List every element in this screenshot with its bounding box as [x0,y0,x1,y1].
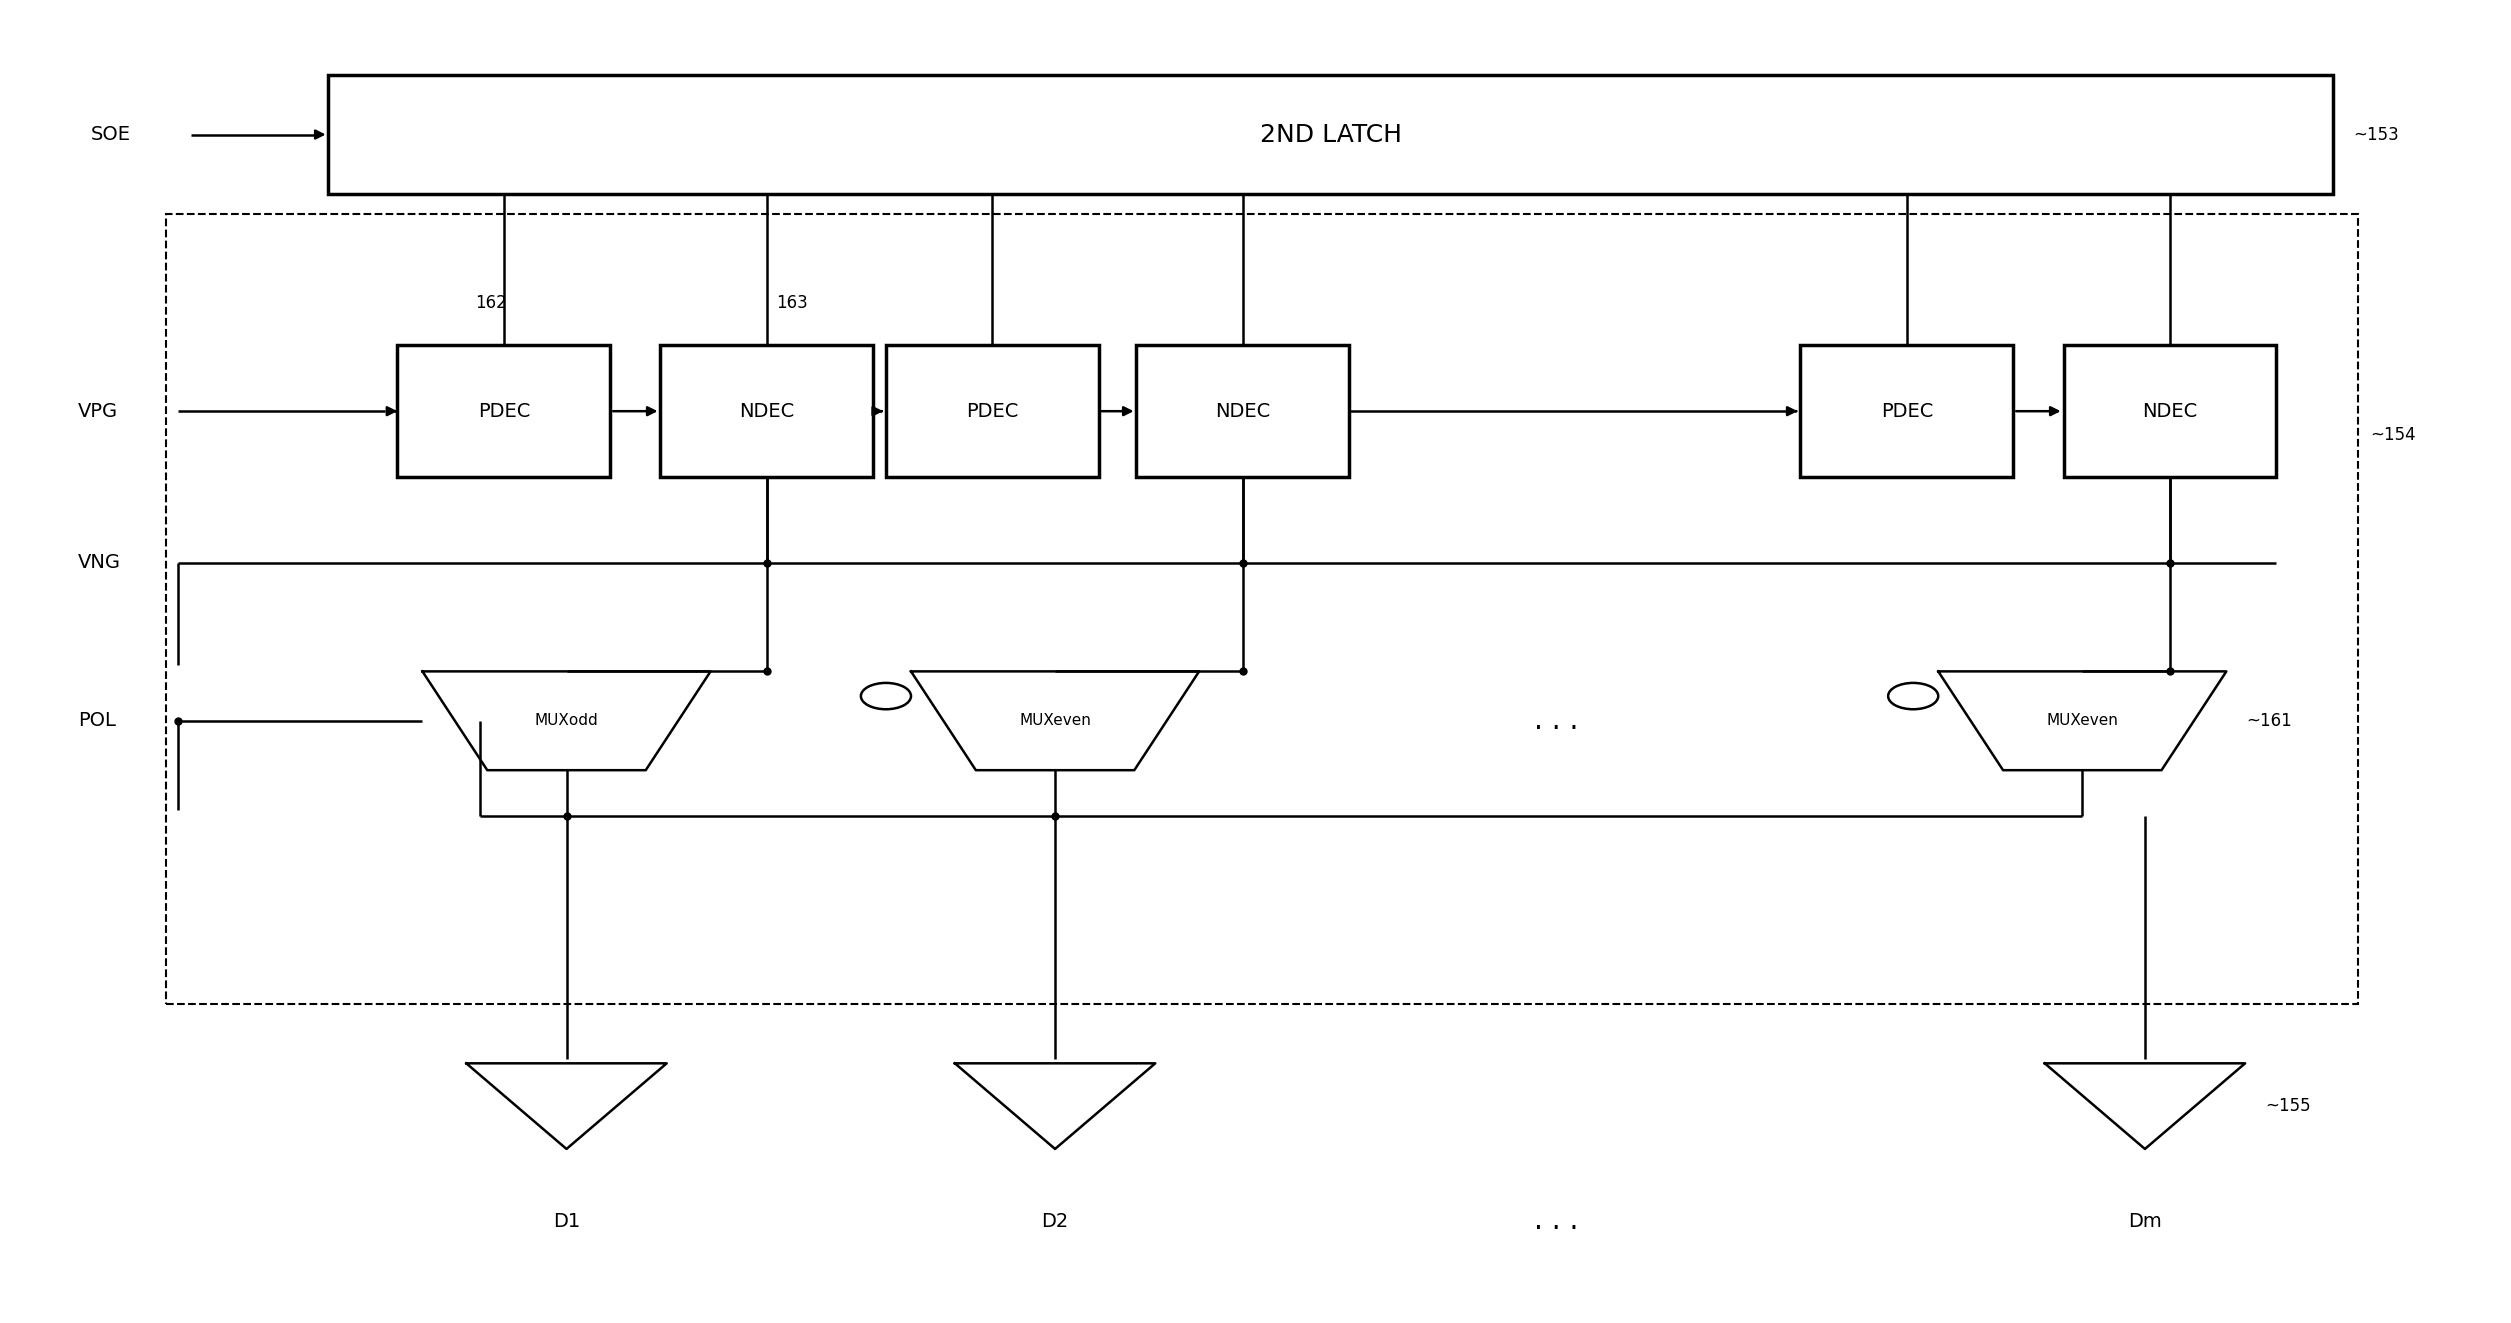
Text: 2ND LATCH: 2ND LATCH [1261,123,1401,147]
Text: VPG: VPG [78,402,118,421]
Text: VNG: VNG [78,553,121,572]
Bar [1800,345,2014,478]
Text: SOE: SOE [90,124,131,144]
Text: ~153: ~153 [2353,126,2398,143]
Text: PDEC: PDEC [477,402,530,421]
Text: . . .: . . . [1534,1208,1579,1236]
Text: MUXodd: MUXodd [535,713,598,728]
Polygon shape [911,671,1200,770]
Text: POL: POL [78,712,116,730]
Bar [660,345,874,478]
Polygon shape [422,671,711,770]
Bar [329,75,2333,193]
Polygon shape [1938,671,2227,770]
Bar [166,213,2358,1004]
Text: MUXeven: MUXeven [2046,713,2119,728]
Text: ~155: ~155 [2265,1097,2310,1115]
Polygon shape [467,1064,668,1148]
Text: PDEC: PDEC [967,402,1019,421]
Text: Dm: Dm [2127,1212,2162,1230]
Bar [886,345,1100,478]
Text: D2: D2 [1042,1212,1070,1230]
Text: NDEC: NDEC [2142,402,2197,421]
Text: 162: 162 [475,295,507,312]
Text: . . .: . . . [1534,706,1579,734]
Bar [1137,345,1348,478]
Polygon shape [2044,1064,2245,1148]
Text: ~154: ~154 [2370,426,2416,445]
Text: PDEC: PDEC [1881,402,1933,421]
Text: NDEC: NDEC [738,402,793,421]
Bar [397,345,610,478]
Text: D1: D1 [552,1212,580,1230]
Text: ~161: ~161 [2247,712,2293,730]
Bar [2064,345,2277,478]
Text: 163: 163 [776,295,809,312]
Polygon shape [954,1064,1155,1148]
Text: MUXeven: MUXeven [1019,713,1090,728]
Text: NDEC: NDEC [1215,402,1271,421]
